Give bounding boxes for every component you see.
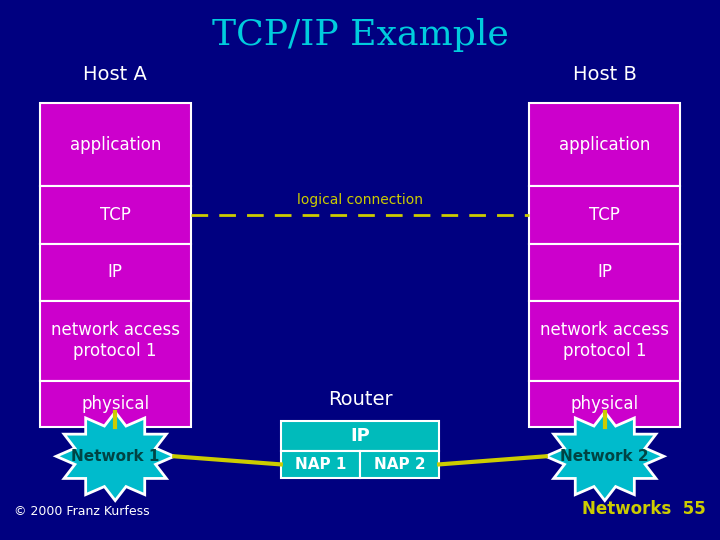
FancyBboxPatch shape <box>40 186 191 244</box>
Polygon shape <box>546 412 664 501</box>
FancyBboxPatch shape <box>40 301 191 381</box>
Text: IP: IP <box>108 263 122 281</box>
FancyBboxPatch shape <box>360 451 439 478</box>
Text: IP: IP <box>598 263 612 281</box>
Text: Network 2: Network 2 <box>560 449 649 464</box>
FancyBboxPatch shape <box>40 381 191 427</box>
Text: Host A: Host A <box>84 65 147 84</box>
FancyBboxPatch shape <box>281 451 360 478</box>
Text: application: application <box>70 136 161 153</box>
Text: Router: Router <box>328 390 392 409</box>
FancyBboxPatch shape <box>529 301 680 381</box>
Text: physical: physical <box>81 395 149 413</box>
FancyBboxPatch shape <box>529 186 680 244</box>
Text: TCP: TCP <box>590 206 620 224</box>
Text: IP: IP <box>350 427 370 445</box>
Text: © 2000 Franz Kurfess: © 2000 Franz Kurfess <box>14 505 150 518</box>
Text: Network 1: Network 1 <box>71 449 159 464</box>
FancyBboxPatch shape <box>281 421 439 451</box>
Text: logical connection: logical connection <box>297 193 423 207</box>
Text: application: application <box>559 136 650 153</box>
FancyBboxPatch shape <box>529 381 680 427</box>
Text: physical: physical <box>571 395 639 413</box>
Polygon shape <box>56 412 174 501</box>
FancyBboxPatch shape <box>529 244 680 301</box>
FancyBboxPatch shape <box>40 244 191 301</box>
Text: NAP 1: NAP 1 <box>294 457 346 472</box>
FancyBboxPatch shape <box>40 103 191 186</box>
Text: TCP/IP Example: TCP/IP Example <box>212 18 508 52</box>
Text: NAP 2: NAP 2 <box>374 457 426 472</box>
Text: network access
protocol 1: network access protocol 1 <box>540 321 670 360</box>
Text: TCP: TCP <box>100 206 130 224</box>
Text: Host B: Host B <box>573 65 636 84</box>
Text: network access
protocol 1: network access protocol 1 <box>50 321 180 360</box>
FancyBboxPatch shape <box>529 103 680 186</box>
Text: Networks  55: Networks 55 <box>582 501 706 518</box>
